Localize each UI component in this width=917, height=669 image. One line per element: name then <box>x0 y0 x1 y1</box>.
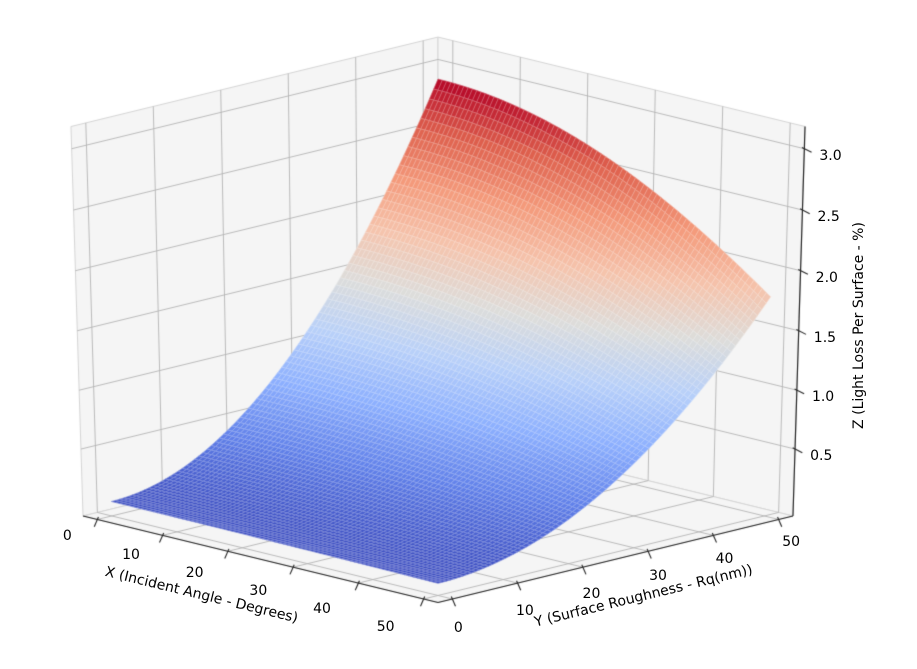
surface-plot-canvas <box>0 0 917 669</box>
surface-plot-figure: 0 10 20 30 40 50 0 10 20 30 40 50 0.5 1.0 1.5 2.0 2.5 3.0… <box>0 0 917 669</box>
